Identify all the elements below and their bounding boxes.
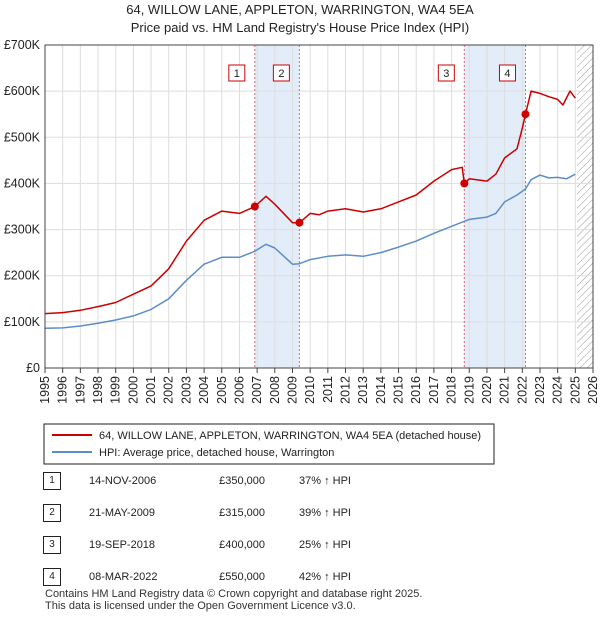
transaction-marker-label: 4 bbox=[504, 68, 510, 80]
forecast-hatch bbox=[577, 45, 593, 368]
transaction-marker-box bbox=[437, 64, 455, 82]
chart: 64, WILLOW LANE, APPLETON, WARRINGTON, W… bbox=[4, 2, 600, 465]
transaction-point bbox=[295, 218, 304, 227]
sale-hpi-change: 37% ↑ HPI bbox=[299, 475, 351, 487]
y-tick-label: £400K bbox=[4, 176, 41, 190]
x-tick-label: 2003 bbox=[179, 376, 193, 404]
y-tick-label: £0 bbox=[26, 361, 40, 375]
x-tick-label: 2008 bbox=[268, 376, 282, 404]
x-tick-label: 2024 bbox=[551, 376, 565, 404]
x-tick-label: 2002 bbox=[162, 376, 176, 404]
x-tick-label: 2021 bbox=[498, 376, 512, 404]
legend-hpi-label: HPI: Average price, detached house, Warr… bbox=[99, 447, 334, 459]
x-tick-label: 2005 bbox=[215, 376, 229, 404]
transaction-marker-label: 3 bbox=[443, 68, 449, 80]
sale-row-4: 4 08-MAR-2022 £550,000 42% ↑ HPI bbox=[43, 568, 513, 586]
sale-number-badge: 1 bbox=[43, 472, 61, 490]
chart-subtitle: Price paid vs. HM Land Registry's House … bbox=[131, 20, 469, 35]
x-tick-label: 2004 bbox=[197, 376, 211, 404]
x-tick-label: 2023 bbox=[533, 376, 547, 404]
hpi-series-line bbox=[44, 173, 576, 330]
x-tick-label: 2009 bbox=[285, 376, 299, 404]
x-tick-label: 2016 bbox=[409, 376, 423, 404]
y-tick-label: £700K bbox=[4, 38, 41, 52]
shaded-period-2 bbox=[464, 45, 526, 368]
plot-frame bbox=[44, 44, 594, 369]
x-tick-label: 2025 bbox=[568, 376, 582, 404]
sale-number-badge: 2 bbox=[43, 504, 61, 522]
x-tick-label: 2010 bbox=[303, 376, 317, 404]
sale-date: 14-NOV-2006 bbox=[89, 475, 157, 487]
x-tick-label: 2015 bbox=[392, 376, 406, 404]
chart-title: 64, WILLOW LANE, APPLETON, WARRINGTON, W… bbox=[126, 2, 474, 17]
transaction-marker-box bbox=[272, 64, 290, 82]
x-tick-label: 2019 bbox=[462, 376, 476, 404]
transaction-point bbox=[250, 202, 259, 211]
sale-row-1: 1 14-NOV-2006 £350,000 37% ↑ HPI bbox=[43, 472, 513, 490]
transaction-point bbox=[460, 179, 469, 188]
sale-price: £550,000 bbox=[219, 571, 265, 583]
x-tick-label: 2014 bbox=[374, 376, 388, 404]
x-tick-label: 2007 bbox=[250, 376, 264, 404]
sale-row-3: 3 19-SEP-2018 £400,000 25% ↑ HPI bbox=[43, 536, 513, 554]
x-tick-label: 1998 bbox=[91, 376, 105, 404]
plot-area: £0 £100K £200K £300K £400K £500K £600K £700K 199… bbox=[4, 38, 600, 404]
y-tick-label: £500K bbox=[4, 130, 41, 144]
transaction-marker-box bbox=[228, 64, 246, 82]
sale-date: 08-MAR-2022 bbox=[89, 571, 158, 583]
legend-price-label: 64, WILLOW LANE, APPLETON, WARRINGTON, W… bbox=[99, 430, 481, 442]
x-tick-label: 2012 bbox=[339, 376, 353, 404]
sale-hpi-change: 42% ↑ HPI bbox=[299, 571, 351, 583]
sale-row-2: 2 21-MAY-2009 £315,000 39% ↑ HPI bbox=[43, 504, 513, 522]
y-tick-label: £300K bbox=[4, 223, 41, 237]
legend-box bbox=[43, 423, 495, 465]
legend: 64, WILLOW LANE, APPLETON, WARRINGTON, W… bbox=[43, 423, 495, 465]
y-tick-label: £600K bbox=[4, 84, 41, 98]
sale-number-badge: 4 bbox=[43, 568, 61, 586]
x-tick-label: 2013 bbox=[356, 376, 370, 404]
x-tick-label: 2017 bbox=[427, 376, 441, 404]
x-tick-label: 2001 bbox=[144, 376, 158, 404]
x-tick-label: 2018 bbox=[445, 376, 459, 404]
transaction-marker-label: 2 bbox=[278, 68, 284, 80]
sale-number-badge: 3 bbox=[43, 536, 61, 554]
x-tick-label: 2000 bbox=[126, 376, 140, 404]
sale-price: £315,000 bbox=[219, 507, 265, 519]
x-tick-label: 1996 bbox=[56, 376, 70, 404]
x-tick-label: 1997 bbox=[73, 376, 87, 404]
y-tick-label: £200K bbox=[4, 269, 41, 283]
transaction-point bbox=[521, 110, 530, 119]
sale-date: 21-MAY-2009 bbox=[89, 507, 156, 519]
sale-hpi-change: 25% ↑ HPI bbox=[299, 539, 351, 551]
footer-licence: This data is licensed under the Open Gov… bbox=[45, 600, 356, 612]
x-tick-label: 1999 bbox=[109, 376, 123, 404]
x-tick-label: 1995 bbox=[38, 376, 52, 404]
transaction-marker-box bbox=[498, 64, 516, 82]
x-tick-label: 2026 bbox=[586, 376, 600, 404]
x-tick-label: 2022 bbox=[515, 376, 529, 404]
footer: Contains HM Land Registry data © Crown c… bbox=[45, 588, 422, 612]
sale-price: £400,000 bbox=[219, 539, 265, 551]
x-tick-label: 2020 bbox=[480, 376, 494, 404]
x-tick-label: 2006 bbox=[232, 376, 246, 404]
sale-hpi-change: 39% ↑ HPI bbox=[299, 507, 351, 519]
footer-copyright: Contains HM Land Registry data © Crown c… bbox=[45, 588, 423, 600]
x-tick-label: 2011 bbox=[321, 376, 335, 403]
y-tick-label: £100K bbox=[4, 315, 41, 329]
transaction-marker-label: 1 bbox=[234, 68, 240, 80]
sale-price: £350,000 bbox=[219, 475, 265, 487]
sale-date: 19-SEP-2018 bbox=[89, 539, 156, 551]
